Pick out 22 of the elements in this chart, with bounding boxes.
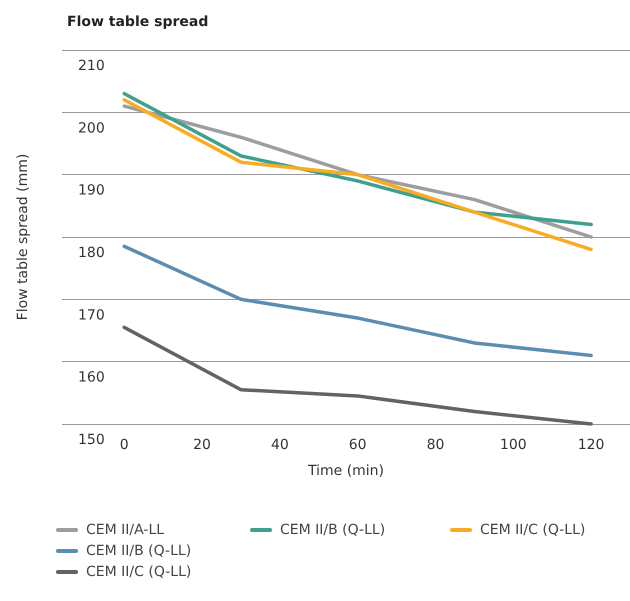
legend-label: CEM II/B (Q-LL) <box>86 543 192 559</box>
x-tick-label: 20 <box>193 437 211 453</box>
x-tick-label: 80 <box>426 437 444 453</box>
legend-label: CEM II/C (Q-LL) <box>86 564 192 580</box>
legend-label: CEM II/B (Q-LL) <box>280 522 386 538</box>
legend-label: CEM II/A-LL <box>86 522 164 538</box>
legend-label: CEM II/C (Q-LL) <box>480 522 586 538</box>
x-tick-label: 100 <box>500 437 527 453</box>
y-axis-title: Flow table spread (mm) <box>15 154 31 320</box>
chart-title: Flow table spread <box>67 14 208 30</box>
x-tick-label: 120 <box>578 437 604 453</box>
y-tick-label: 160 <box>78 370 105 386</box>
x-tick-label: 0 <box>120 437 129 453</box>
y-tick-label: 190 <box>78 182 105 199</box>
x-axis-title: Time (min) <box>306 463 384 479</box>
y-tick-label: 150 <box>78 432 105 448</box>
y-tick-label: 200 <box>78 120 105 136</box>
x-tick-label: 40 <box>270 437 289 453</box>
y-tick-label: 180 <box>78 245 105 261</box>
x-tick-label: 60 <box>348 437 367 453</box>
y-tick-label: 210 <box>78 58 105 74</box>
y-tick-label: 170 <box>78 307 105 324</box>
